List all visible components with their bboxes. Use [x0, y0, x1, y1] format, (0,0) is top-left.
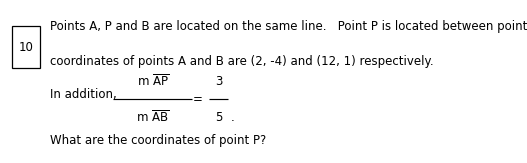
Text: 10: 10	[18, 41, 33, 54]
Text: What are the coordinates of point P?: What are the coordinates of point P?	[50, 134, 266, 147]
Text: =: =	[193, 93, 202, 106]
Text: m $\overline{\mathrm{AB}}$: m $\overline{\mathrm{AB}}$	[136, 109, 170, 125]
Text: Points A, P and B are located on the same line.   Point P is located between poi: Points A, P and B are located on the sam…	[50, 20, 527, 33]
Text: coordinates of points A and B are (2, -4) and (12, 1) respectively.: coordinates of points A and B are (2, -4…	[50, 55, 434, 68]
Text: 3: 3	[215, 75, 222, 88]
Text: m $\overline{\mathrm{AP}}$: m $\overline{\mathrm{AP}}$	[136, 74, 169, 89]
Bar	[12, 26, 40, 68]
Text: .: .	[231, 111, 235, 124]
Text: In addition,: In addition,	[50, 88, 117, 101]
Text: 5: 5	[215, 111, 222, 124]
